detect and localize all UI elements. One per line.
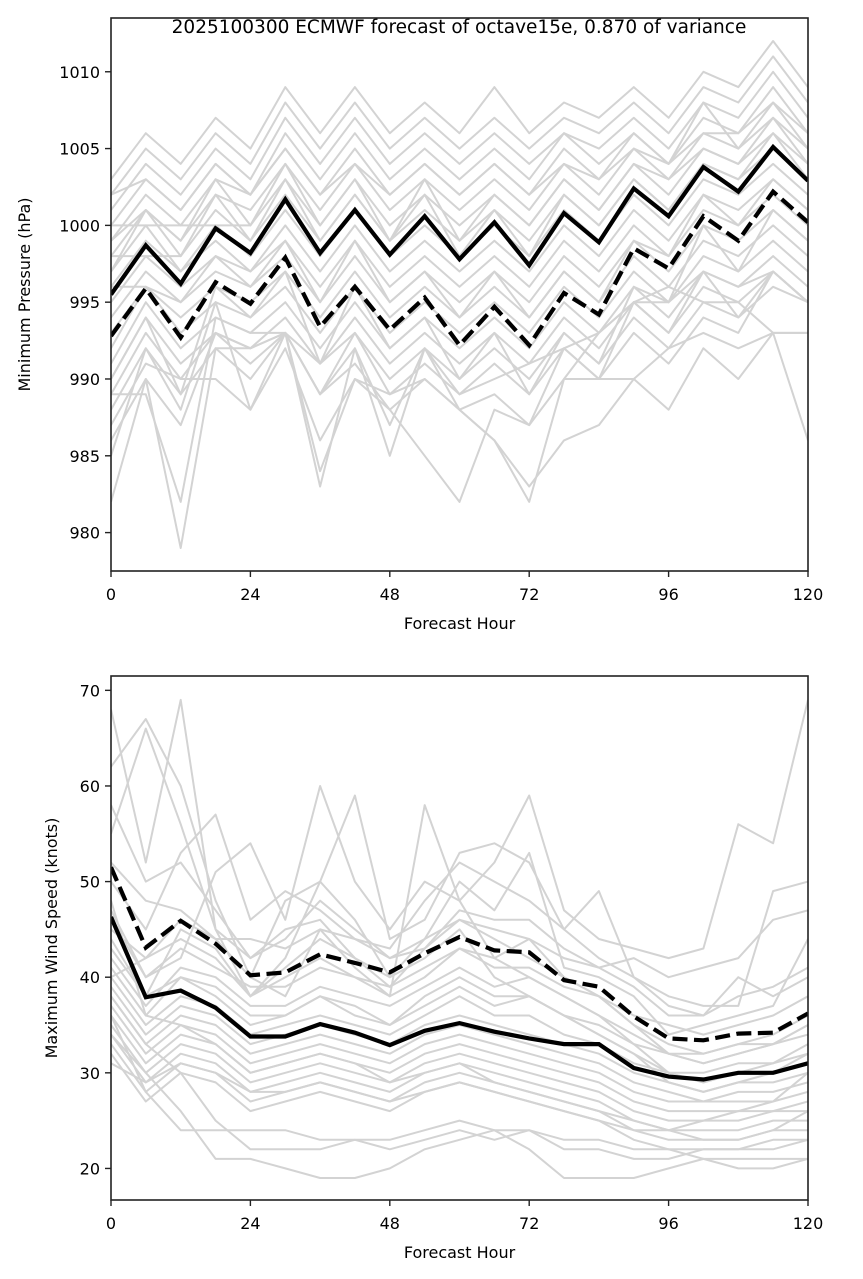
pressure-plot: 0 24 48 72 96 120 980 985 990 995 1000 1005 1010 Fo… [15, 17, 823, 633]
y-tick-label: 985 [69, 447, 100, 466]
pressure-member-line [111, 239, 808, 334]
wind-member-line [111, 986, 808, 1093]
x-tick-label: 96 [658, 585, 678, 604]
wind-member-line [111, 804, 808, 1055]
y-tick-label: 40 [80, 968, 100, 987]
x-tick-label: 120 [793, 1214, 824, 1233]
pressure-x-ticks: 0 24 48 72 96 120 [106, 571, 823, 604]
wind-member-line [111, 909, 808, 998]
wind-member-line [111, 1043, 808, 1141]
figure-title: 2025100300 ECMWF forecast of octave15e, … [172, 17, 747, 38]
y-tick-label: 995 [69, 293, 100, 312]
pressure-member-line [111, 116, 808, 272]
pressure-member-line [111, 270, 808, 503]
pressure-series [111, 143, 808, 349]
x-tick-label: 24 [240, 1214, 260, 1233]
pressure-member-line [111, 132, 808, 227]
pressure-member-line [111, 209, 808, 396]
wind-member-line [111, 900, 808, 1132]
wind-member-line [111, 813, 808, 1017]
y-tick-label: 20 [80, 1159, 100, 1178]
wind-mean-line [111, 916, 808, 1082]
wind-member-line [111, 919, 808, 1036]
wind-member-line [111, 1005, 808, 1103]
wind-series [111, 866, 808, 1082]
wind-member-line [111, 794, 808, 1007]
wind-x-axis-label: Forecast Hour [404, 1243, 516, 1262]
y-tick-label: 50 [80, 873, 100, 892]
wind-axes-frame [110, 675, 809, 1201]
x-tick-label: 0 [106, 1214, 116, 1233]
y-tick-label: 60 [80, 777, 100, 796]
y-tick-label: 70 [80, 681, 100, 700]
wind-member-line [111, 1024, 808, 1122]
pressure-member-line [111, 116, 808, 257]
x-tick-label: 48 [380, 1214, 400, 1233]
wind-members [111, 698, 808, 1179]
y-tick-label: 1010 [59, 63, 100, 82]
x-tick-label: 120 [793, 585, 824, 604]
y-tick-label: 1000 [59, 216, 100, 235]
pressure-y-ticks: 980 985 990 995 1000 1005 1010 [59, 63, 111, 543]
x-tick-label: 24 [240, 585, 260, 604]
wind-member-line [111, 957, 808, 1065]
pressure-x-axis-label: Forecast Hour [404, 614, 516, 633]
pressure-member-line [111, 178, 808, 288]
wind-y-axis-label: Maximum Wind Speed (knots) [42, 818, 61, 1059]
pressure-member-line [111, 193, 808, 303]
wind-member-line [111, 1033, 808, 1179]
pressure-member-line [111, 209, 808, 319]
y-tick-label: 980 [69, 524, 100, 543]
x-tick-label: 0 [106, 585, 116, 604]
wind-member-line [111, 967, 808, 1074]
wind-member-line [111, 861, 808, 1017]
pressure-member-line [111, 178, 808, 349]
pressure-member-line [111, 331, 808, 549]
pressure-axes-frame [110, 17, 809, 572]
pressure-y-axis-label: Minimum Pressure (hPa) [15, 198, 34, 392]
wind-member-line [111, 995, 808, 1160]
pressure-member-line [111, 70, 808, 211]
x-tick-label: 96 [658, 1214, 678, 1233]
y-tick-label: 30 [80, 1064, 100, 1083]
wind-member-line [111, 1062, 808, 1141]
pressure-mean-line [111, 143, 808, 296]
y-tick-label: 990 [69, 370, 100, 389]
y-tick-label: 1005 [59, 140, 100, 159]
pressure-member-line [111, 55, 808, 196]
x-tick-label: 72 [519, 1214, 539, 1233]
pressure-member-line [111, 40, 808, 180]
wind-x-ticks: 0 24 48 72 96 120 [106, 1200, 823, 1233]
wind-reconstruction-line [111, 866, 808, 1043]
wind-member-line [111, 804, 808, 1036]
pressure-reconstruction-line [111, 188, 808, 349]
x-tick-label: 72 [519, 585, 539, 604]
pressure-member-line [111, 101, 808, 211]
wind-member-line [111, 947, 808, 1055]
x-tick-label: 48 [380, 585, 400, 604]
wind-y-ticks: 20 30 40 50 60 70 [80, 681, 111, 1178]
